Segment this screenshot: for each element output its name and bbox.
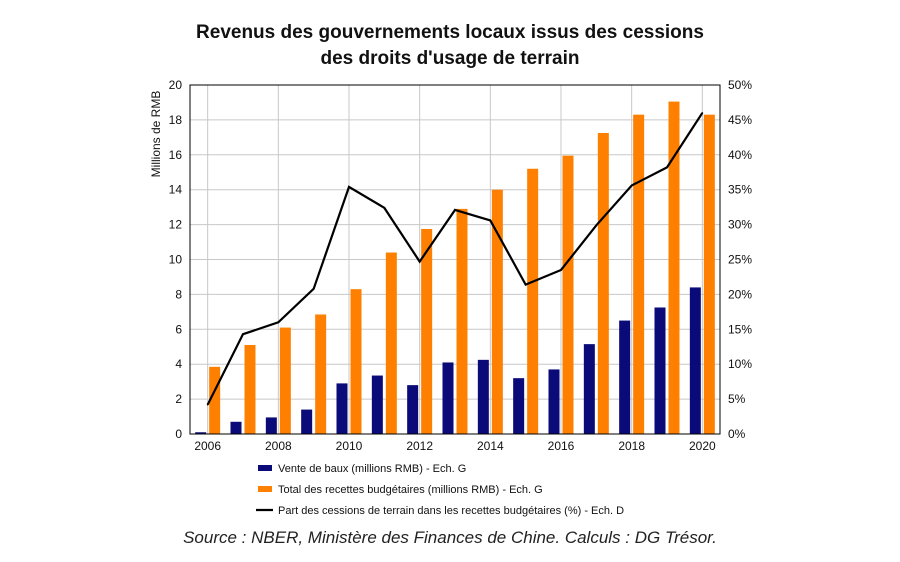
line-point — [630, 184, 633, 187]
plot-frame — [189, 84, 721, 435]
line-point — [595, 224, 598, 227]
y-left-tick-label: 18 — [169, 113, 183, 127]
bar-total-recettes — [703, 114, 715, 434]
line-layer — [206, 112, 704, 406]
axis-layer: 0 0%2 5%4 10%6 15%8 20%10 25%12 30%14 35%16 40%18… — [169, 78, 753, 453]
y-left-tick-label: 10 — [169, 253, 183, 267]
line-point — [666, 166, 668, 169]
bar-total-recettes — [597, 132, 609, 435]
bar-vente-de-baux — [371, 375, 383, 434]
bar-total-recettes — [315, 314, 327, 434]
line-point — [206, 403, 209, 406]
bar-vente-de-baux — [195, 432, 207, 434]
bar-vente-de-baux — [336, 383, 348, 434]
bar-vente-de-baux — [477, 359, 489, 434]
bar-total-recettes — [244, 345, 256, 434]
bar-vente-de-baux — [407, 385, 419, 434]
legend-swatch-vente-de-baux — [258, 465, 272, 471]
x-tick-label: 2016 — [548, 439, 575, 453]
line-point — [524, 283, 527, 286]
x-tick-label: 2006 — [194, 439, 221, 453]
line-point — [312, 288, 315, 290]
y-right-tick-label: 5% — [728, 392, 746, 406]
y-right-tick-label: 35% — [728, 183, 752, 197]
bar-total-recettes — [668, 101, 680, 434]
x-tick-label: 2010 — [336, 439, 363, 453]
bar-vente-de-baux — [230, 421, 242, 434]
line-point — [348, 186, 350, 188]
line-point — [383, 207, 386, 209]
bar-total-recettes — [491, 189, 503, 434]
x-tick-label: 2018 — [618, 439, 645, 453]
y-left-tick-label: 0 — [175, 427, 182, 441]
y-right-tick-label: 50% — [728, 78, 752, 92]
y-right-tick-label: 30% — [728, 218, 752, 232]
bar-total-recettes — [279, 327, 291, 434]
y-left-tick-label: 20 — [169, 78, 183, 92]
y-right-tick-label: 15% — [728, 322, 752, 336]
bar-total-recettes — [562, 155, 574, 435]
y-right-tick-label: 40% — [728, 148, 752, 162]
legend-label-part-cessions: Part des cessions de terrain dans les re… — [278, 505, 624, 517]
bar-total-recettes — [421, 228, 433, 434]
y-right-tick-label: 45% — [728, 113, 752, 127]
chart-title-line-1: Revenus des gouvernements locaux issus d… — [196, 22, 704, 43]
y-right-tick-label: 0% — [728, 427, 746, 441]
x-tick-label: 2014 — [477, 439, 504, 453]
y-right-tick-label: 10% — [728, 357, 752, 371]
bar-total-recettes — [385, 252, 397, 434]
y-left-tick-label: 4 — [175, 357, 182, 371]
y-left-tick-label: 14 — [169, 183, 183, 197]
bar-vente-de-baux — [442, 362, 454, 434]
bar-vente-de-baux — [689, 287, 701, 434]
bar-total-recettes — [633, 114, 645, 434]
line-point — [560, 269, 562, 271]
bar-vente-de-baux — [265, 417, 277, 434]
bar-total-recettes — [456, 208, 468, 434]
line-point — [489, 219, 492, 222]
bar-vente-de-baux — [548, 369, 560, 434]
chart-title-line-2: des droits d'usage de terrain — [320, 48, 580, 69]
y-axis-label: Millions de RMB — [149, 91, 163, 178]
bar-total-recettes — [350, 289, 362, 434]
y-left-tick-label: 6 — [175, 322, 182, 336]
line-point — [418, 260, 421, 263]
legend-label-total-recettes: Total des recettes budgétaires (millions… — [278, 484, 543, 496]
bar-vente-de-baux — [513, 378, 525, 434]
y-right-tick-label: 25% — [728, 253, 752, 267]
bar-total-recettes — [527, 168, 539, 434]
y-left-tick-label: 12 — [169, 218, 183, 232]
line-point — [242, 333, 244, 335]
line-point — [701, 112, 704, 114]
x-tick-label: 2012 — [406, 439, 433, 453]
grid-layer — [190, 85, 720, 434]
y-left-tick-label: 16 — [169, 148, 183, 162]
legend-label-vente-de-baux: Vente de baux (millions RMB) - Ech. G — [278, 463, 466, 475]
bar-layer — [195, 101, 715, 435]
bar-vente-de-baux — [619, 320, 631, 434]
legend-swatch-total-recettes — [258, 486, 272, 492]
bar-vente-de-baux — [654, 307, 666, 434]
y-right-tick-label: 20% — [728, 287, 752, 301]
bar-vente-de-baux — [301, 409, 313, 434]
y-left-tick-label: 8 — [175, 287, 182, 301]
x-tick-label: 2008 — [265, 439, 292, 453]
y-left-tick-label: 2 — [175, 392, 182, 406]
x-tick-label: 2020 — [689, 439, 716, 453]
line-point — [277, 321, 280, 324]
bar-vente-de-baux — [583, 344, 595, 434]
legend: Vente de baux (millions RMB) - Ech. G Tot… — [256, 463, 624, 517]
chart-source: Source : NBER, Ministère des Finances de… — [183, 528, 717, 547]
chart-title: Revenus des gouvernements locaux issus d… — [0, 20, 900, 72]
bar-total-recettes — [209, 366, 221, 434]
line-point — [454, 209, 456, 211]
